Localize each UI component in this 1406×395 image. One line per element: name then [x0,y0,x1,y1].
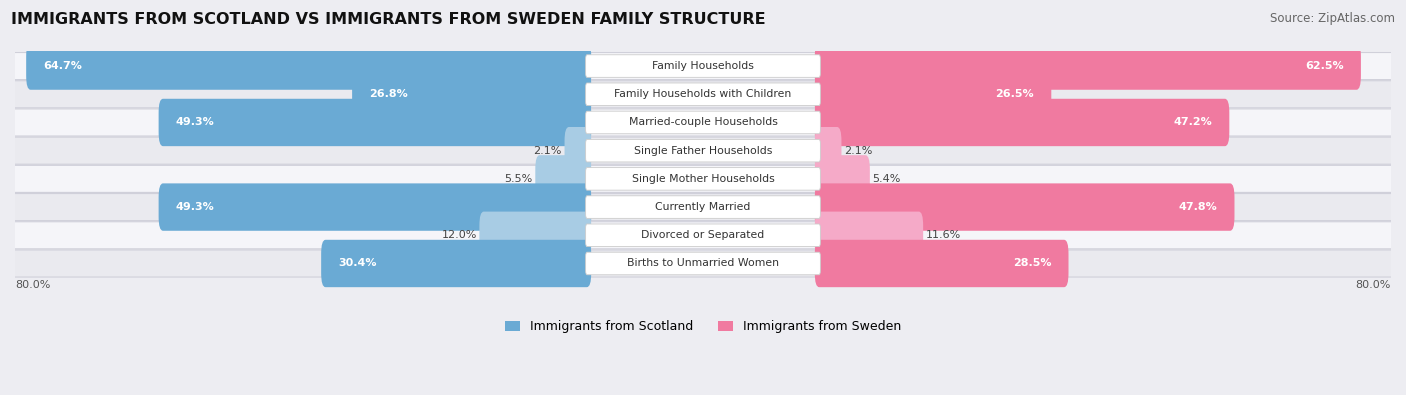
FancyBboxPatch shape [586,83,820,105]
FancyBboxPatch shape [586,167,820,190]
FancyBboxPatch shape [479,212,591,259]
FancyBboxPatch shape [815,183,1234,231]
Text: 80.0%: 80.0% [1355,280,1391,290]
FancyBboxPatch shape [586,55,820,77]
Text: 62.5%: 62.5% [1305,61,1344,71]
FancyBboxPatch shape [565,127,591,174]
Text: 11.6%: 11.6% [925,230,960,240]
FancyBboxPatch shape [586,196,820,218]
Text: 5.5%: 5.5% [505,174,533,184]
Text: Births to Unmarried Women: Births to Unmarried Women [627,258,779,269]
FancyBboxPatch shape [815,127,841,174]
Text: 26.8%: 26.8% [370,89,408,99]
FancyBboxPatch shape [7,250,1399,277]
Text: Family Households with Children: Family Households with Children [614,89,792,99]
FancyBboxPatch shape [815,212,924,259]
FancyBboxPatch shape [815,42,1361,90]
Text: Single Father Households: Single Father Households [634,146,772,156]
Text: 26.5%: 26.5% [995,89,1033,99]
Text: 80.0%: 80.0% [15,280,51,290]
Text: Source: ZipAtlas.com: Source: ZipAtlas.com [1270,12,1395,25]
Text: Single Mother Households: Single Mother Households [631,174,775,184]
Legend: Immigrants from Scotland, Immigrants from Sweden: Immigrants from Scotland, Immigrants fro… [499,316,907,339]
Text: 12.0%: 12.0% [441,230,477,240]
Text: 64.7%: 64.7% [44,61,83,71]
FancyBboxPatch shape [7,53,1399,80]
FancyBboxPatch shape [815,240,1069,287]
FancyBboxPatch shape [321,240,591,287]
Text: 49.3%: 49.3% [176,202,215,212]
FancyBboxPatch shape [7,166,1399,192]
FancyBboxPatch shape [815,71,1052,118]
FancyBboxPatch shape [815,99,1229,146]
FancyBboxPatch shape [586,224,820,246]
FancyBboxPatch shape [352,71,591,118]
Text: 49.3%: 49.3% [176,117,215,128]
FancyBboxPatch shape [27,42,591,90]
Text: 47.8%: 47.8% [1178,202,1218,212]
FancyBboxPatch shape [7,81,1399,108]
FancyBboxPatch shape [7,194,1399,221]
FancyBboxPatch shape [586,111,820,134]
Text: 5.4%: 5.4% [872,174,901,184]
FancyBboxPatch shape [7,137,1399,164]
FancyBboxPatch shape [586,139,820,162]
FancyBboxPatch shape [7,109,1399,136]
Text: Currently Married: Currently Married [655,202,751,212]
Text: Family Households: Family Households [652,61,754,71]
Text: 30.4%: 30.4% [339,258,377,269]
FancyBboxPatch shape [159,99,591,146]
FancyBboxPatch shape [159,183,591,231]
FancyBboxPatch shape [815,155,870,203]
FancyBboxPatch shape [536,155,591,203]
Text: 2.1%: 2.1% [844,146,872,156]
Text: 28.5%: 28.5% [1012,258,1052,269]
Text: 2.1%: 2.1% [534,146,562,156]
Text: 47.2%: 47.2% [1174,117,1212,128]
Text: Divorced or Separated: Divorced or Separated [641,230,765,240]
FancyBboxPatch shape [7,222,1399,249]
Text: IMMIGRANTS FROM SCOTLAND VS IMMIGRANTS FROM SWEDEN FAMILY STRUCTURE: IMMIGRANTS FROM SCOTLAND VS IMMIGRANTS F… [11,12,766,27]
Text: Married-couple Households: Married-couple Households [628,117,778,128]
FancyBboxPatch shape [586,252,820,275]
